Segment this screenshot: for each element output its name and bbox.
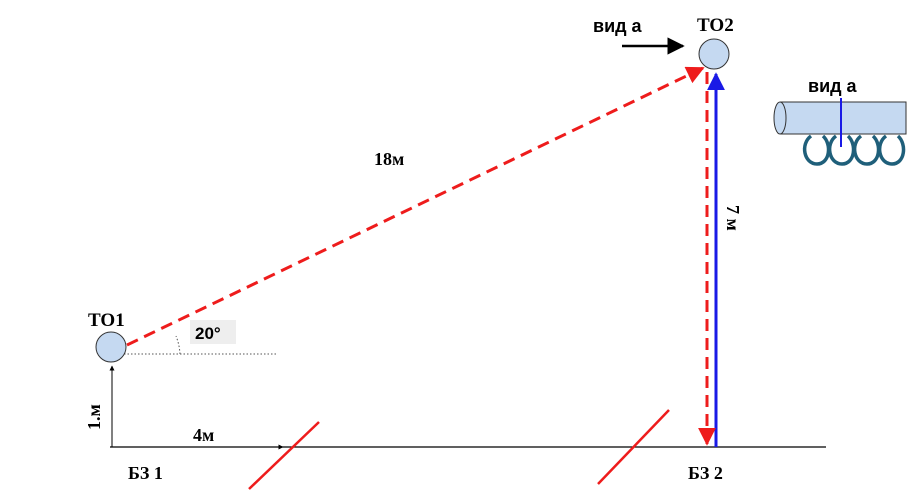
diagonal-length-label: 18м [374,149,404,169]
bz2-marker [597,409,670,485]
diagonal-line [126,66,705,347]
view-arrow-label: вид а [593,16,643,36]
to2-node [698,38,730,70]
bz2-label: БЗ 2 [688,463,723,483]
to1-label: ТО1 [88,310,125,331]
inset-view [773,98,907,166]
bz1-label: БЗ 1 [128,463,163,483]
horizontal-length-label: 4м [193,425,214,445]
inset-view-label: вид а [808,76,858,96]
height-label: 1.м [84,404,104,430]
angle-arc [175,335,181,355]
angle-badge [190,320,236,344]
angle-label: 20° [195,324,221,343]
inset-loop [827,134,856,166]
inset-loop [877,134,906,166]
inset-loop [802,134,831,166]
inset-loops [802,134,906,166]
bz1-marker [248,421,320,490]
inset-pipe-end [773,101,787,135]
vertical-length-label: 7 м [723,205,743,231]
inset-pipe [780,101,907,135]
to2-label: ТО2 [697,15,734,36]
to1-node [95,331,127,363]
inset-loop [852,134,881,166]
